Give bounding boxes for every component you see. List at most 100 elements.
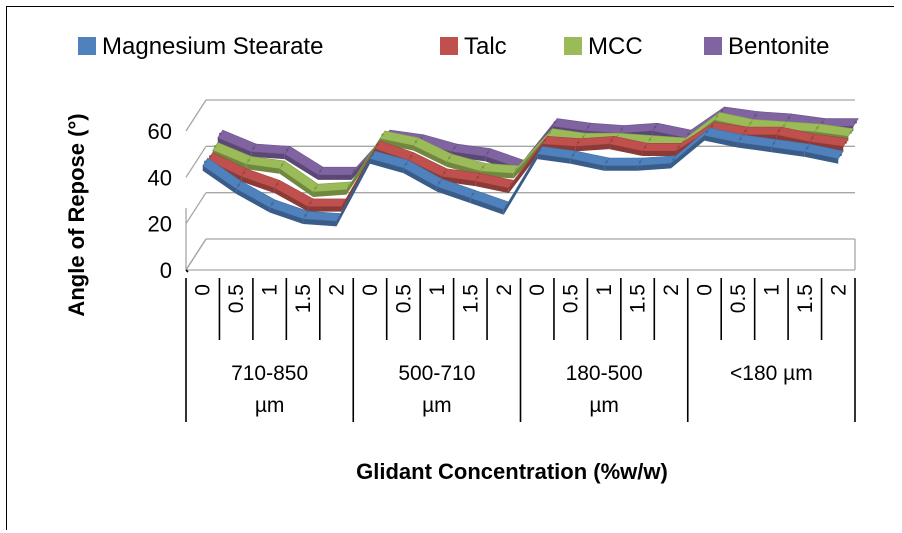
series-1-point [844,141,847,144]
series-0-point [505,204,508,208]
series-0-point [571,153,575,157]
series-0-ribbon-segment [603,157,644,167]
series-2-point [782,124,786,127]
series-1-ribbon-edge [642,151,677,157]
series-2-ribbon-edge [379,138,414,151]
category-label: 1 [593,284,616,296]
legend-label: Talc [464,33,507,60]
series-0-point [371,153,374,157]
series-1-ribbon-segment [307,198,348,207]
series-2-point [414,140,418,143]
series-3-point [720,109,724,113]
series-2-point [749,122,752,125]
series-2-point [280,163,284,167]
category-label: 0 [693,284,716,296]
series-1-point [476,176,480,179]
category-label: 2 [660,284,683,296]
series-0-ribbon-edge [436,186,471,204]
series-1-ribbon-edge [441,176,476,187]
y-axis-title: Angle of Repose (°) [64,113,89,316]
series-1-point [576,141,580,144]
series-1-point [677,145,680,149]
series-0-point [806,146,809,150]
floor-left-edge [185,238,207,271]
series-1-point [811,136,814,140]
series-0-point [772,142,776,145]
group-label: 710-850 µm [231,362,308,417]
series-3-point [854,121,857,124]
series-0-ribbon-edge [771,147,805,157]
series-2-ribbon-edge [279,168,314,197]
series-2-point [247,159,250,162]
series-3-point [787,116,791,119]
series-0-ribbon-edge [537,154,571,164]
series-1-ribbon-edge [508,144,543,194]
series-0-point [304,213,307,217]
category-label: 1.5 [794,284,817,313]
series-1-ribbon-edge [475,181,509,194]
category-label: 2 [326,284,349,296]
category-label: 0 [526,284,549,296]
series-2-point [581,135,585,139]
legend-label: Bentonite [728,33,829,60]
category-label: 1.5 [459,284,482,313]
series-0-point [605,160,608,164]
series-2-point [347,184,351,187]
series-3-ribbon-edge [318,174,352,180]
y-tick-label: 40 [148,165,172,190]
category-label: 1.5 [627,284,650,313]
series-0-point [739,137,742,140]
series-1-point [409,155,413,158]
series-0-ribbon-edge [303,219,337,227]
series-2-point [214,145,217,148]
series-0-point [638,160,642,164]
series-0-point [204,160,207,164]
series-0-ribbon-edge [369,158,404,174]
series-2-ribbon-edge [413,145,447,167]
series-1-point [510,183,513,186]
series-3-ribbon-segment [317,166,358,176]
series-0-point [471,193,475,196]
series-1-ribbon-edge [241,176,275,194]
series-3-point [754,114,757,117]
series-3-ribbon-edge [217,137,252,157]
series-3-point [821,121,824,124]
category-label: 0.5 [392,284,415,313]
legend-swatch [704,37,722,55]
series-1-ribbon-segment [809,133,849,147]
series-0-ribbon-edge [737,142,772,153]
series-0-ribbon-edge [671,135,705,169]
series-2-point [515,168,518,171]
series-0-ribbon-edge [637,163,672,171]
gridline-diagonal [185,99,207,132]
series-1-point [309,201,312,204]
group-label: <180 µm [730,362,813,385]
series-3-point [285,149,289,152]
series-1-point [443,171,446,174]
series-2-ribbon-edge [346,138,380,195]
series-0-point [839,153,842,157]
series-3-point [453,146,456,150]
series-3-point [219,132,222,136]
series-0-ribbon-edge [570,158,605,171]
series-0-ribbon-edge [269,207,304,225]
series-1-point [242,171,245,174]
series-0-ribbon-edge [804,151,839,164]
series-1-ribbon-edge [609,144,643,157]
series-0-point [538,149,541,152]
series-0-point [672,158,675,161]
x-axis-title: Glidant Concentration (%w/w) [356,459,668,484]
series-2-point [448,156,451,160]
category-label: 0 [192,284,215,296]
series-1-point [376,143,379,147]
category-label: 1 [426,284,449,296]
series-2-ribbon-edge [313,189,347,197]
category-label: 1.5 [292,284,315,313]
series-3-point [319,169,322,173]
series-1-point [643,145,647,149]
y-axis-base [185,269,189,273]
series-0-point [705,130,709,133]
category-label: 0.5 [560,284,583,313]
series-0-point [337,216,341,219]
